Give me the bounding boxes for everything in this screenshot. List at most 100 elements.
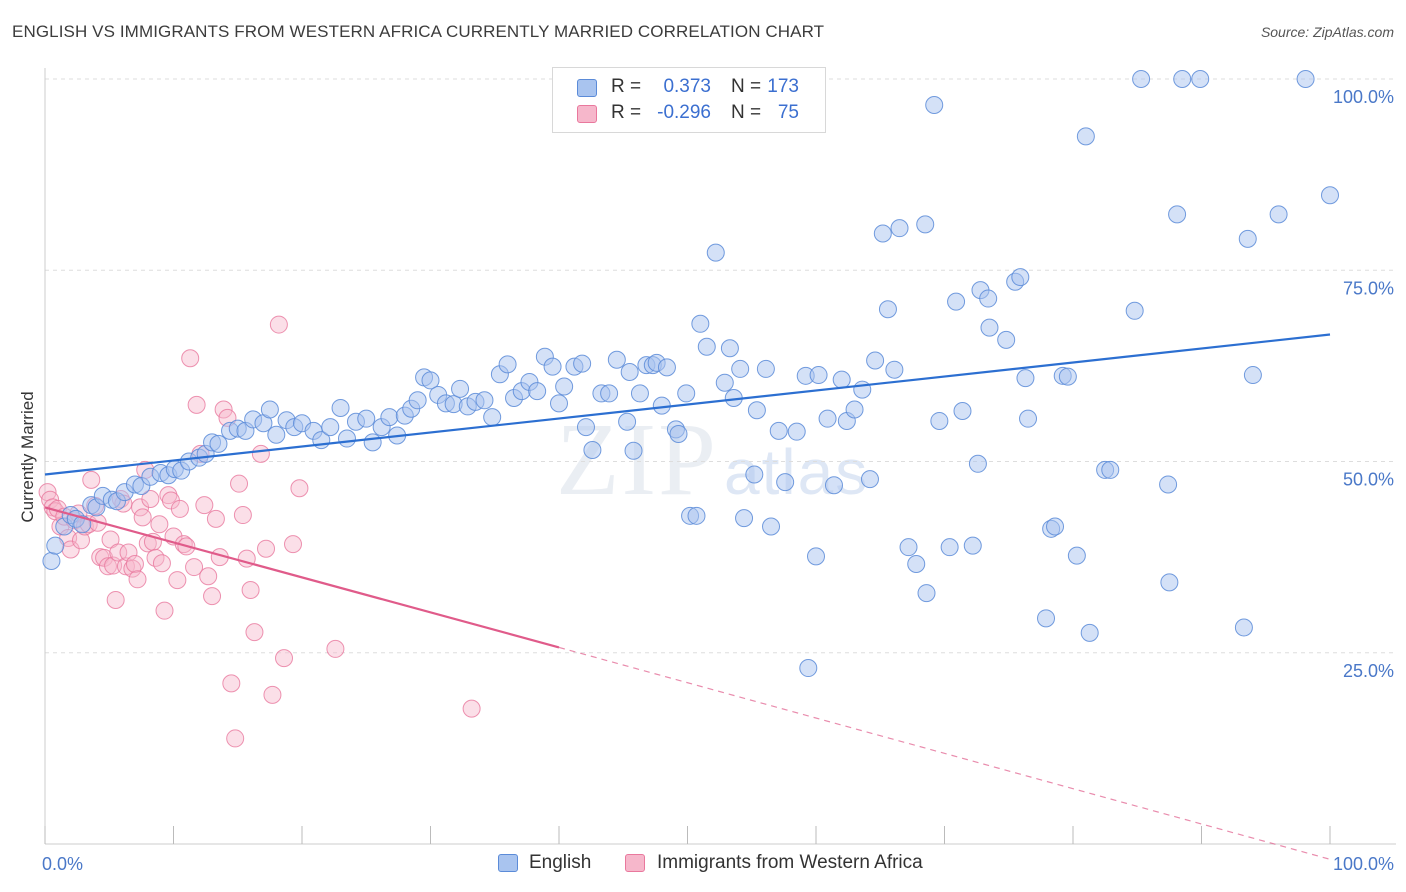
- english-point: [940, 538, 959, 557]
- axes: [44, 68, 1396, 845]
- english-point: [1159, 475, 1178, 494]
- english-point: [807, 547, 825, 566]
- africa-point: [195, 496, 214, 515]
- english-point: [818, 409, 837, 428]
- english-point: [1067, 546, 1086, 565]
- english-point: [1238, 229, 1257, 248]
- english-point: [866, 351, 885, 370]
- english-point: [1125, 301, 1144, 320]
- africa-point: [170, 499, 189, 518]
- africa-point: [222, 674, 241, 693]
- english-point: [1016, 369, 1035, 388]
- africa-point: [128, 570, 147, 589]
- english-point: [706, 243, 725, 262]
- africa-point: [82, 470, 101, 489]
- africa-point: [125, 555, 144, 574]
- english-legend-label: English: [529, 852, 592, 873]
- english-point: [573, 354, 592, 373]
- english-point: [845, 400, 864, 419]
- stats-legend: R = 0.373 N = 173 R = -0.296 N = 75: [552, 67, 826, 133]
- series-english-points: [42, 70, 1339, 678]
- africa-trend-line: [44, 506, 560, 649]
- english-legend-swatch: [498, 854, 518, 872]
- english-point: [762, 517, 781, 536]
- english-point: [1168, 205, 1187, 224]
- n-label: N =: [731, 102, 762, 123]
- tick-labels: 25.0% 50.0% 75.0% 100.0% 0.0% 100.0%: [42, 87, 1394, 874]
- english-point: [1160, 573, 1179, 592]
- africa-point: [106, 590, 125, 609]
- english-point: [209, 434, 228, 453]
- english-point: [899, 538, 918, 557]
- english-point: [776, 473, 795, 492]
- y-tick-label: 25.0%: [1343, 661, 1394, 681]
- english-point: [321, 418, 340, 437]
- english-point: [42, 551, 61, 570]
- y-tick-label: 100.0%: [1333, 87, 1394, 107]
- english-point: [925, 96, 944, 115]
- english-point: [380, 408, 399, 427]
- r-label: R =: [611, 102, 642, 123]
- africa-trend-extension: [558, 646, 1331, 860]
- africa-point: [95, 548, 114, 567]
- english-point: [607, 350, 626, 369]
- africa-point: [203, 587, 222, 606]
- english-point: [691, 314, 710, 333]
- africa-point: [168, 571, 187, 590]
- english-point: [769, 421, 788, 440]
- english-point: [1058, 367, 1077, 386]
- r-label: R =: [611, 76, 642, 97]
- english-point: [832, 370, 851, 389]
- english-point: [1037, 609, 1056, 628]
- english-point: [979, 289, 998, 308]
- africa-swatch: [577, 105, 597, 123]
- africa-point: [187, 395, 206, 414]
- english-point: [1191, 70, 1210, 88]
- english-point: [620, 362, 639, 381]
- english-point: [669, 424, 688, 443]
- africa-point: [241, 581, 260, 600]
- africa-point: [109, 543, 128, 562]
- english-point: [860, 470, 879, 489]
- english-point: [630, 384, 649, 403]
- africa-point: [141, 489, 160, 508]
- english-point: [916, 215, 935, 234]
- n-label: N =: [731, 76, 762, 97]
- english-point: [363, 433, 382, 452]
- y-tick-label: 50.0%: [1343, 470, 1394, 490]
- english-swatch: [577, 79, 597, 97]
- english-point: [809, 366, 828, 385]
- africa-point: [251, 444, 270, 463]
- english-point: [528, 382, 547, 401]
- africa-point: [214, 400, 233, 419]
- n-value: 75: [777, 102, 799, 123]
- english-point: [853, 380, 872, 399]
- english-point: [1019, 409, 1038, 428]
- english-point: [907, 555, 926, 574]
- africa-point: [326, 639, 345, 658]
- r-value: -0.296: [657, 102, 711, 123]
- english-point: [576, 418, 595, 437]
- english-point: [1296, 70, 1315, 88]
- english-point: [475, 391, 494, 410]
- english-point: [715, 373, 734, 392]
- english-point: [408, 391, 427, 410]
- english-point: [735, 509, 754, 528]
- x-tick-label-start: 0.0%: [42, 854, 83, 874]
- english-point: [953, 402, 972, 421]
- english-point: [1321, 186, 1339, 205]
- english-point: [1080, 623, 1099, 642]
- english-point: [624, 441, 643, 460]
- english-point: [890, 219, 909, 238]
- english-point: [1269, 205, 1288, 224]
- africa-point: [245, 623, 264, 642]
- english-point: [357, 409, 376, 428]
- english-point: [483, 408, 502, 427]
- english-point: [1243, 366, 1262, 385]
- english-point: [331, 398, 350, 417]
- english-point: [968, 454, 987, 473]
- english-point: [1234, 618, 1253, 637]
- english-point: [756, 359, 775, 378]
- africa-point: [98, 557, 117, 576]
- english-point: [657, 358, 676, 377]
